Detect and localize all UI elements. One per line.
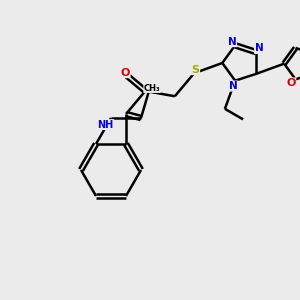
Text: N: N	[229, 81, 238, 91]
Text: NH: NH	[98, 120, 114, 130]
Text: O: O	[121, 68, 130, 78]
Text: S: S	[192, 64, 200, 75]
Text: N: N	[255, 44, 263, 53]
Text: O: O	[286, 78, 296, 88]
Text: CH₃: CH₃	[144, 83, 160, 92]
Text: N: N	[228, 37, 236, 47]
